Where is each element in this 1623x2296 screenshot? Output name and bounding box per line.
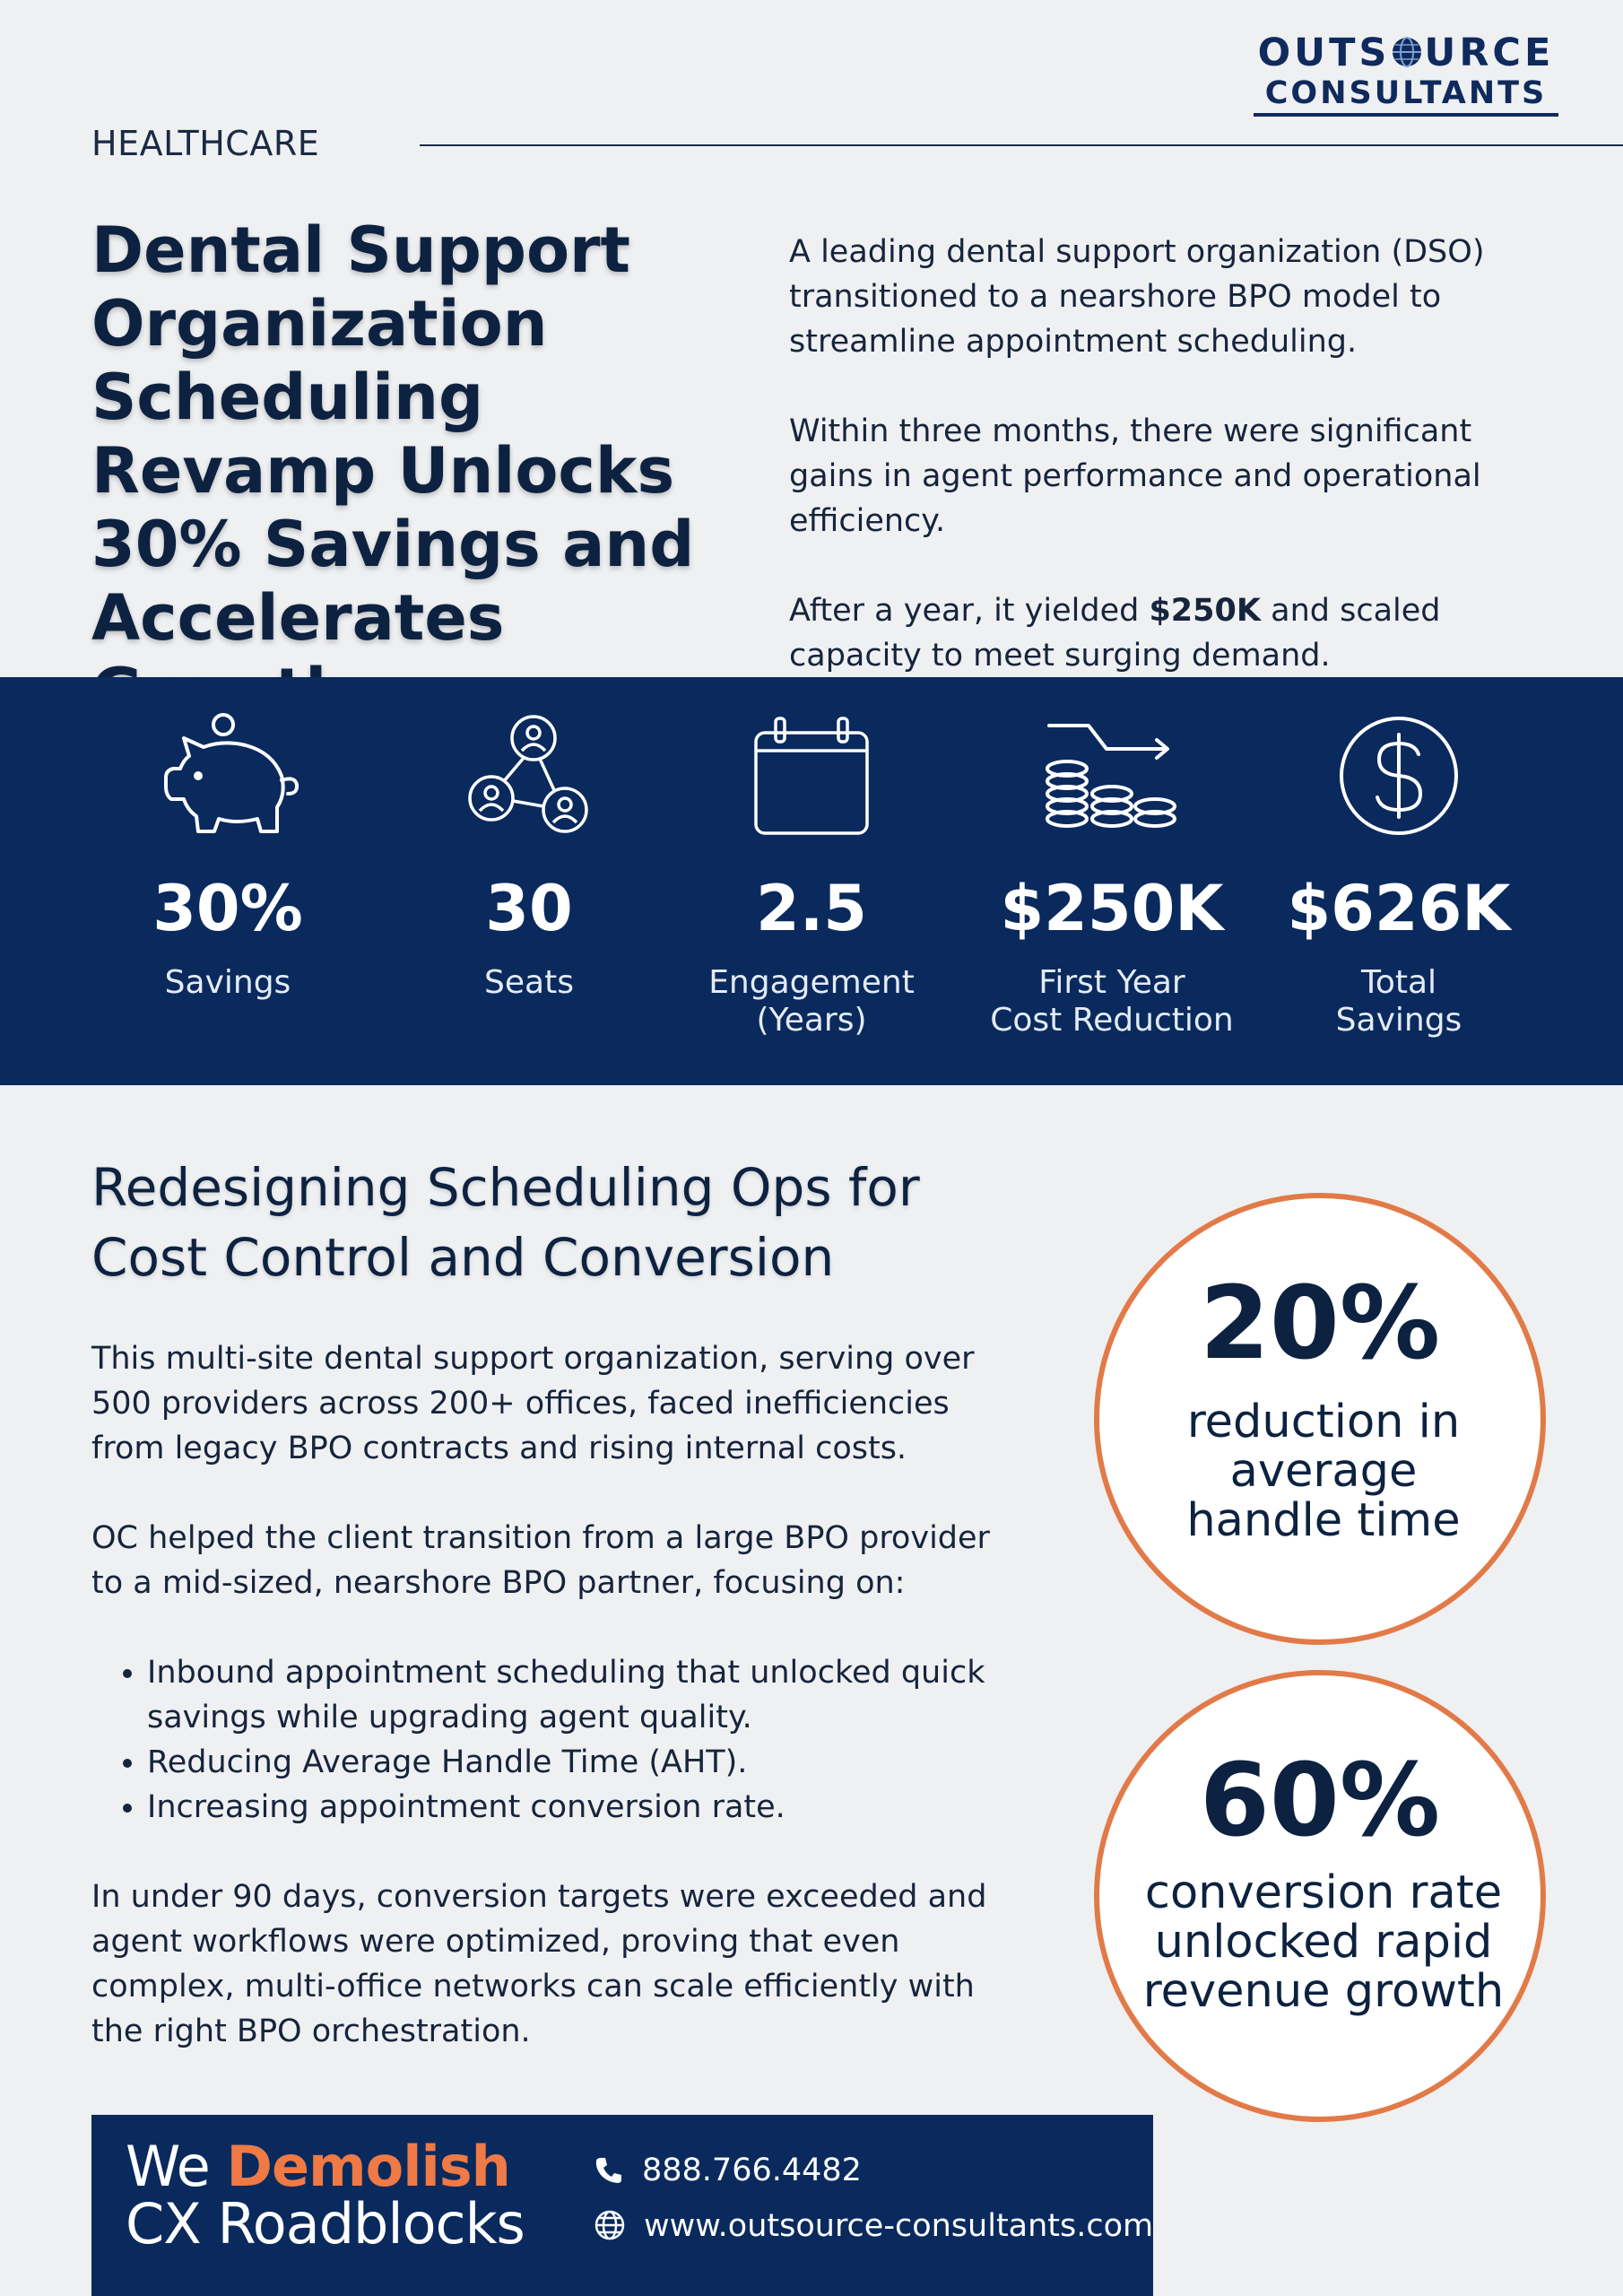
coins-trend-down-icon bbox=[1046, 724, 1176, 828]
stats-band: 30% Savings 30 Seats 2.5 Engagement (Yea… bbox=[0, 677, 1623, 1085]
intro-highlight-amount: $250K bbox=[1149, 593, 1261, 629]
section-body: This multi-site dental support organizat… bbox=[91, 1336, 1015, 2099]
callout-aht: 20% reduction in average handle time bbox=[1094, 1193, 1546, 1645]
callout-text: conversion rate unlocked rapid revenue g… bbox=[1142, 1866, 1505, 2018]
stat-label: Seats bbox=[484, 964, 574, 1001]
callout-text: reduction in average handle time bbox=[1186, 1396, 1461, 1547]
list-item: Increasing appointment conversion rate. bbox=[147, 1785, 1015, 1830]
stat-value: 30% bbox=[152, 872, 303, 945]
logo-text-post: URCE bbox=[1424, 30, 1555, 75]
tagline-line2: CX Roadblocks bbox=[126, 2191, 525, 2257]
intro-paragraph-2: Within three months, there were signific… bbox=[789, 413, 1481, 539]
callout-value: 20% bbox=[1199, 1265, 1441, 1382]
stat-label: Total Savings bbox=[1335, 964, 1462, 1039]
intro-p3-text-end: and scaled capacity to meet surging dema… bbox=[789, 593, 1441, 674]
stat-value: $250K bbox=[1000, 872, 1224, 945]
section-paragraph-3: In under 90 days, conversion targets wer… bbox=[91, 1879, 987, 2049]
network-people-icon bbox=[468, 715, 588, 833]
list-item: Inbound appointment scheduling that unlo… bbox=[147, 1650, 1015, 1740]
footer-tagline: We Demolish CX Roadblocks bbox=[126, 2138, 525, 2253]
footer-banner: We Demolish CX Roadblocks 888.766.4482 w… bbox=[91, 2115, 1153, 2296]
dollar-circle-icon bbox=[1340, 717, 1458, 835]
intro-p3-text: After a year, it yielded bbox=[789, 593, 1150, 629]
stat-label: Engagement (Years) bbox=[708, 964, 915, 1039]
calendar-icon bbox=[754, 717, 869, 835]
intro-text: A leading dental support organization (D… bbox=[789, 230, 1560, 723]
focus-list: Inbound appointment scheduling that unlo… bbox=[91, 1650, 1015, 1830]
footer-website[interactable]: www.outsource-consultants.com bbox=[594, 2208, 1153, 2244]
section-paragraph-1: This multi-site dental support organizat… bbox=[91, 1341, 975, 1466]
logo-text-pre: OUTS bbox=[1257, 30, 1391, 75]
stat-value: 30 bbox=[485, 872, 573, 945]
category-divider bbox=[420, 144, 1623, 146]
stat-label: Savings bbox=[164, 964, 291, 1001]
callout-conversion: 60% conversion rate unlocked rapid reven… bbox=[1094, 1670, 1546, 2122]
section-paragraph-2: OC helped the client transition from a l… bbox=[91, 1520, 990, 1601]
list-item: Reducing Average Handle Time (AHT). bbox=[147, 1740, 1015, 1785]
stat-value: $626K bbox=[1287, 872, 1511, 945]
logo-wordmark-bottom: CONSULTANTS bbox=[1254, 75, 1558, 117]
globe-icon bbox=[595, 2210, 625, 2240]
website-link[interactable]: www.outsource-consultants.com bbox=[644, 2208, 1154, 2244]
intro-paragraph-3: After a year, it yielded $250K and scale… bbox=[789, 588, 1560, 678]
page-title: Dental Support Organization Scheduling R… bbox=[91, 213, 695, 728]
section-heading: Redesigning Scheduling Ops for Cost Cont… bbox=[91, 1157, 920, 1288]
piggy-bank-icon bbox=[164, 713, 299, 833]
stat-value: 2.5 bbox=[755, 872, 867, 945]
category-label: HEALTHCARE bbox=[91, 124, 320, 163]
footer-phone[interactable]: 888.766.4482 bbox=[594, 2152, 862, 2188]
globe-icon bbox=[1393, 37, 1422, 67]
phone-icon bbox=[595, 2158, 621, 2183]
intro-paragraph-1: A leading dental support organization (D… bbox=[789, 234, 1485, 360]
phone-number[interactable]: 888.766.4482 bbox=[642, 2152, 862, 2188]
tagline-we: We bbox=[126, 2134, 227, 2199]
logo-wordmark-top: OUTS URCE bbox=[1254, 30, 1558, 75]
tagline-accent: Demolish bbox=[226, 2134, 511, 2199]
callout-value: 60% bbox=[1199, 1743, 1441, 1859]
company-logo: OUTS URCE CONSULTANTS bbox=[1254, 30, 1558, 117]
stat-label: First Year Cost Reduction bbox=[990, 964, 1234, 1039]
